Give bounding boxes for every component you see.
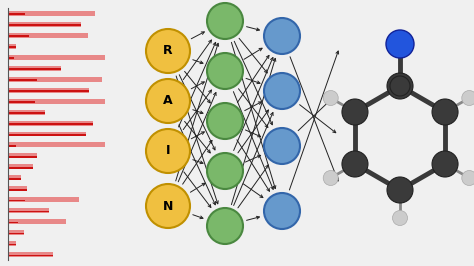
Circle shape xyxy=(462,90,474,106)
Bar xyxy=(8,24,81,26)
Bar xyxy=(8,79,37,81)
Bar xyxy=(8,244,16,245)
Bar xyxy=(8,200,26,201)
Circle shape xyxy=(207,208,243,244)
Bar xyxy=(8,123,93,125)
Bar xyxy=(8,77,102,82)
Circle shape xyxy=(207,103,243,139)
Bar xyxy=(8,167,33,169)
Circle shape xyxy=(342,99,368,125)
Circle shape xyxy=(390,76,410,96)
Bar xyxy=(8,252,53,257)
Circle shape xyxy=(387,73,413,99)
Text: R: R xyxy=(163,44,173,57)
Bar xyxy=(8,197,79,202)
Bar xyxy=(8,241,16,246)
Bar xyxy=(8,178,20,180)
Text: A: A xyxy=(163,94,173,107)
Bar xyxy=(8,44,16,49)
Bar xyxy=(8,186,27,191)
Bar xyxy=(8,230,25,235)
Circle shape xyxy=(386,30,414,58)
Bar xyxy=(8,156,37,158)
Bar xyxy=(8,68,61,70)
Bar xyxy=(8,101,35,103)
Circle shape xyxy=(342,151,368,177)
Text: N: N xyxy=(163,200,173,213)
Circle shape xyxy=(264,73,300,109)
Circle shape xyxy=(264,193,300,229)
Bar xyxy=(8,219,66,224)
Circle shape xyxy=(146,29,190,73)
Circle shape xyxy=(146,184,190,228)
Circle shape xyxy=(264,18,300,54)
Circle shape xyxy=(146,129,190,173)
Bar xyxy=(8,131,86,136)
Bar xyxy=(8,33,88,38)
Bar xyxy=(8,232,25,234)
Bar xyxy=(8,145,16,147)
Bar xyxy=(8,120,93,126)
Bar xyxy=(8,99,105,103)
Bar xyxy=(8,88,89,93)
Circle shape xyxy=(432,151,458,177)
Circle shape xyxy=(323,90,338,106)
Bar xyxy=(8,175,20,180)
Bar xyxy=(8,35,29,37)
Bar xyxy=(8,90,89,92)
Bar xyxy=(8,208,49,213)
Bar xyxy=(8,164,33,169)
Circle shape xyxy=(264,128,300,164)
Circle shape xyxy=(207,3,243,39)
Bar xyxy=(8,66,61,71)
Circle shape xyxy=(323,171,338,185)
Bar xyxy=(8,112,45,114)
Circle shape xyxy=(462,171,474,185)
Circle shape xyxy=(387,177,413,203)
Bar xyxy=(8,134,86,136)
Bar xyxy=(8,46,16,48)
Bar xyxy=(8,22,81,27)
Bar xyxy=(8,222,18,223)
Circle shape xyxy=(207,53,243,89)
Bar xyxy=(8,110,45,115)
Bar xyxy=(8,143,105,147)
Circle shape xyxy=(432,99,458,125)
Circle shape xyxy=(146,79,190,123)
Circle shape xyxy=(392,210,408,226)
Bar xyxy=(8,11,95,16)
Bar xyxy=(8,57,14,59)
Bar xyxy=(8,55,105,60)
Text: I: I xyxy=(166,144,170,157)
Bar xyxy=(8,211,49,213)
Circle shape xyxy=(207,153,243,189)
Bar xyxy=(8,153,37,158)
Bar xyxy=(8,14,26,15)
Bar xyxy=(8,255,53,256)
Bar xyxy=(8,189,27,190)
